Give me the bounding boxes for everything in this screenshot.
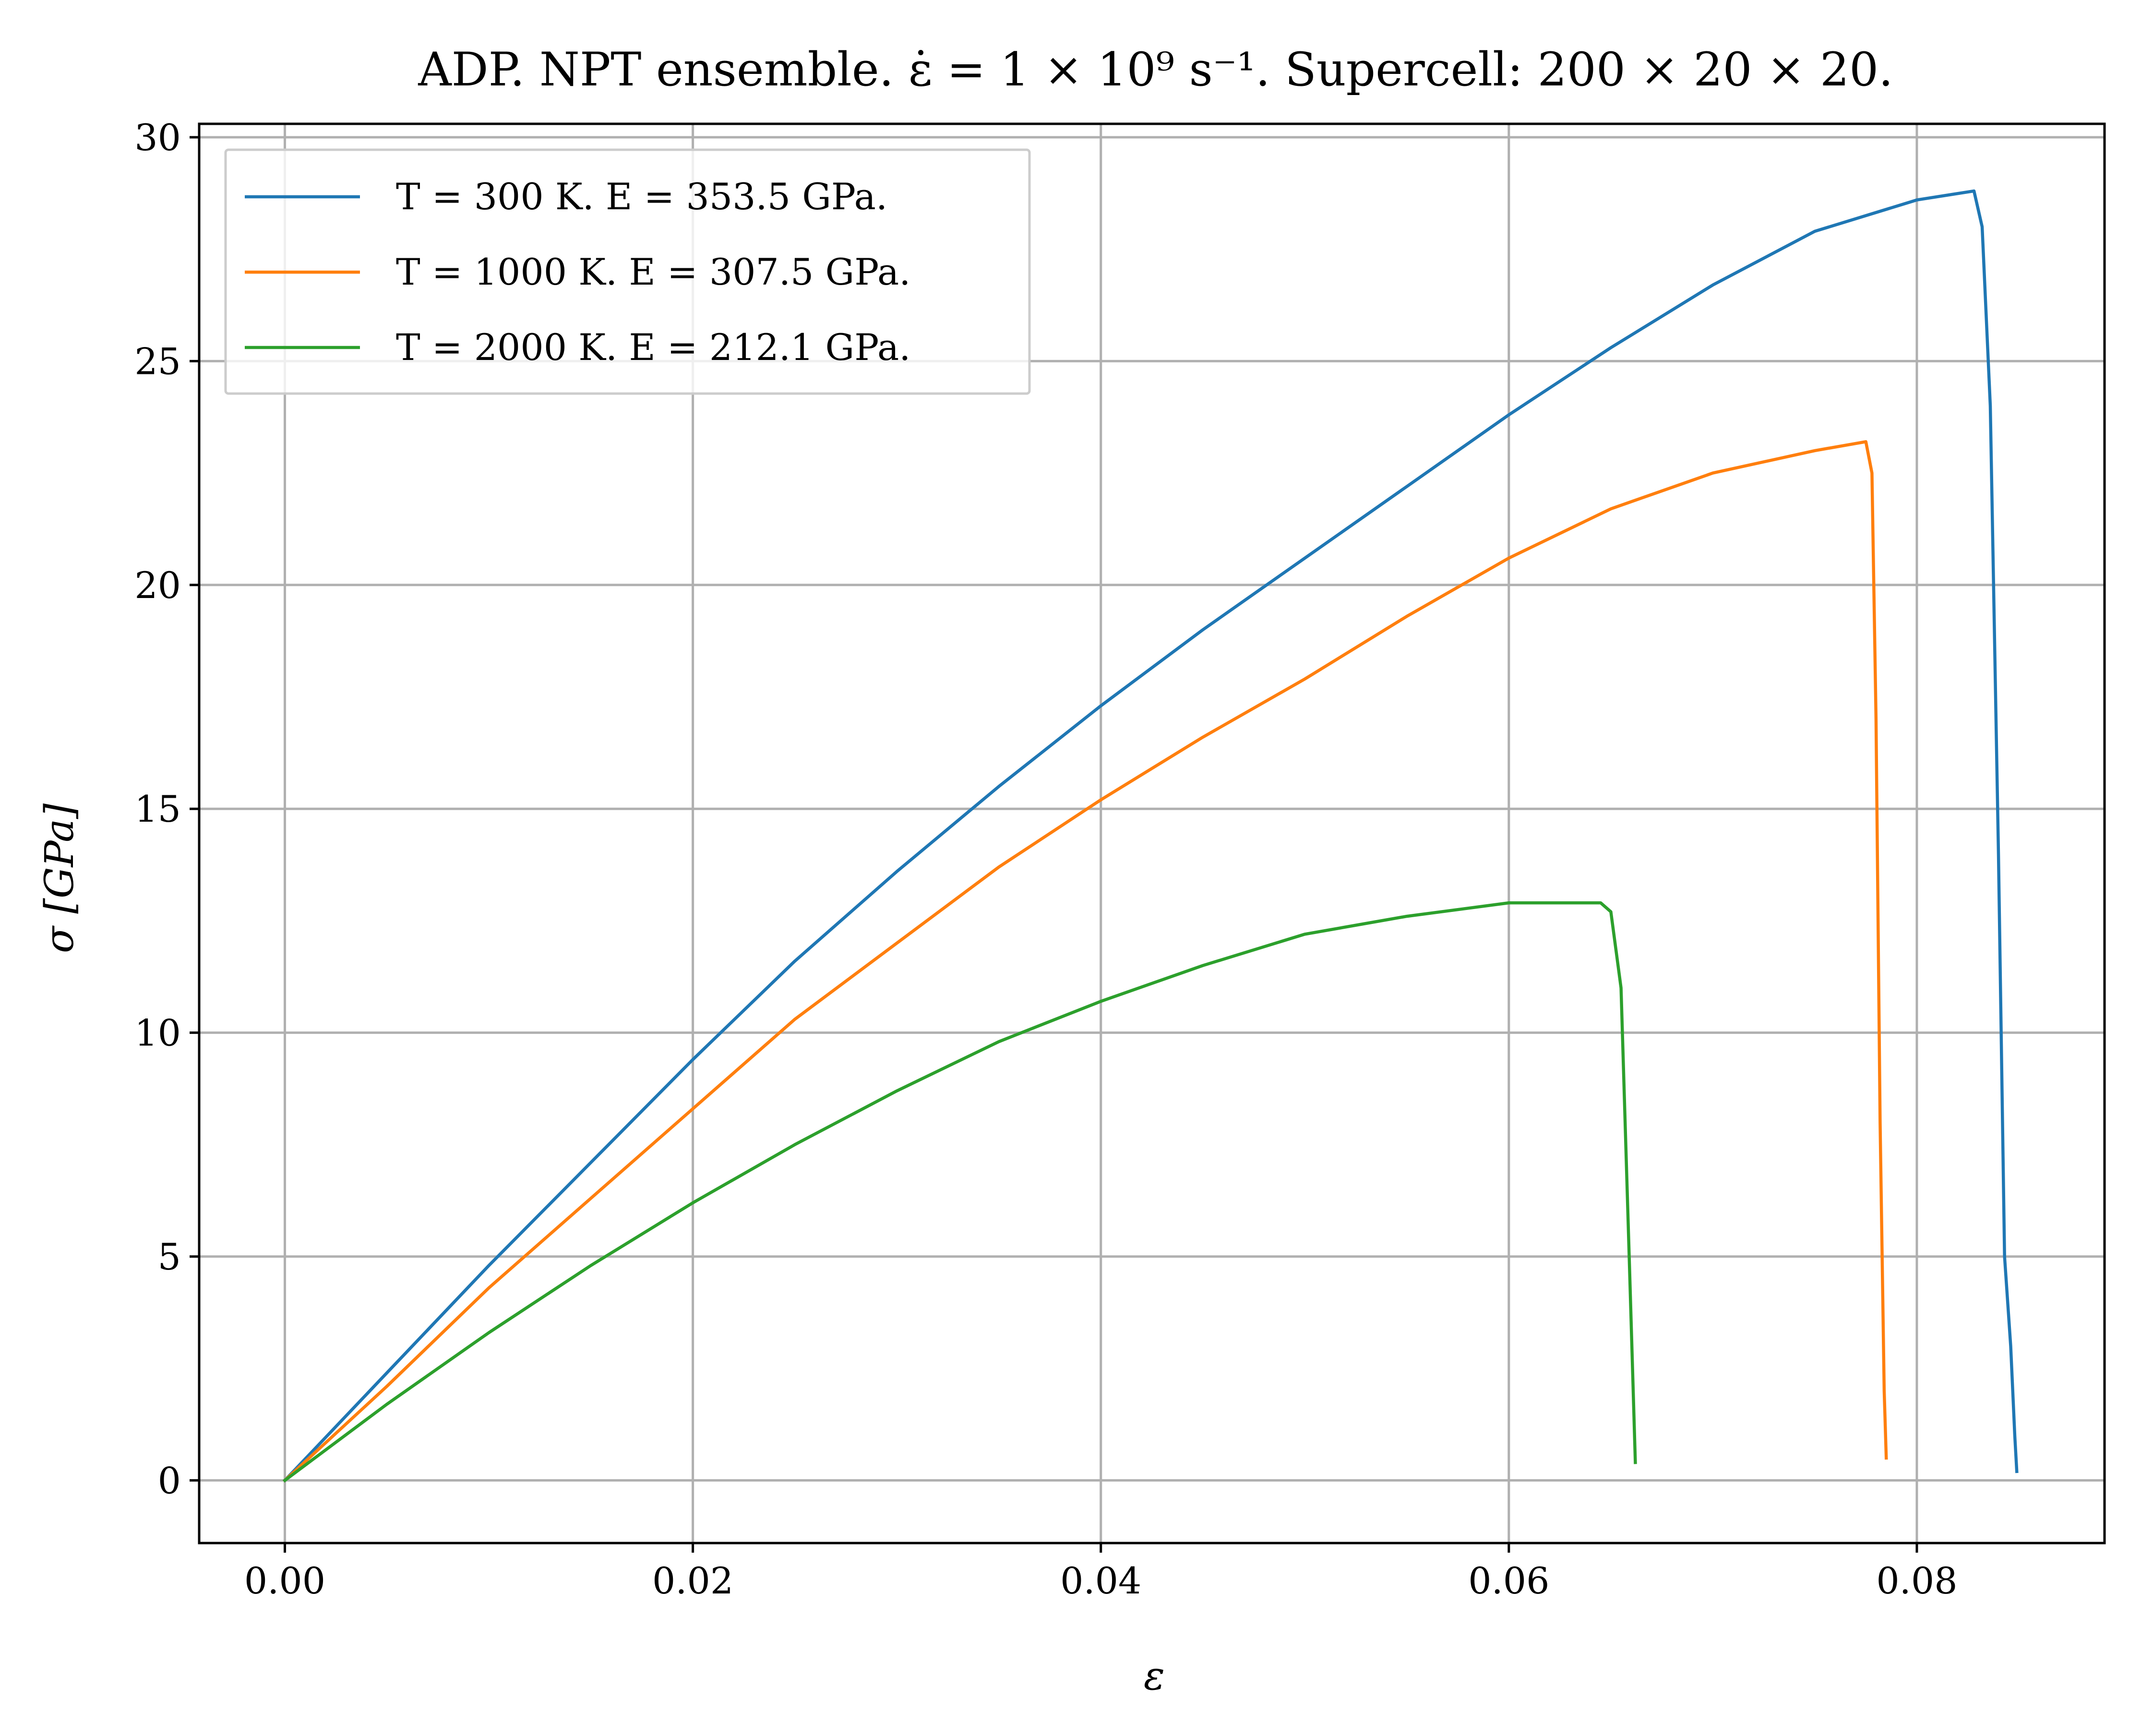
tick-labels: 0.00 0.02 0.04 0.06 0.08 0 5 10 15 20 25 30 (134, 116, 1957, 1602)
legend-items: T = 300 K. E = 353.5 GPa. T = 1000 K. E =… (245, 175, 910, 369)
y-tick-label: 0 (158, 1459, 181, 1502)
x-tick-label: 0.06 (1468, 1559, 1549, 1602)
plot-frame (198, 122, 2106, 1544)
series-layer (282, 189, 2019, 1483)
y-tick-label: 10 (134, 1012, 181, 1054)
y-tick-label: 15 (134, 788, 181, 830)
legend-label-1: T = 300 K. E = 353.5 GPa. (396, 175, 887, 218)
x-tick-label: 0.00 (244, 1559, 325, 1602)
series-line-1 (282, 189, 2019, 1483)
axis-ticks (190, 136, 1918, 1553)
x-tick-label: 0.08 (1876, 1559, 1957, 1602)
x-tick-label: 0.04 (1060, 1559, 1141, 1602)
y-axis-label: σ [GPa] (37, 803, 83, 953)
legend: T = 300 K. E = 353.5 GPa. T = 1000 K. E =… (224, 148, 1031, 395)
grid-lines (199, 124, 2105, 1543)
series-line-3 (282, 901, 1637, 1483)
chart-title: ADP. NPT ensemble. ε̇ = 1 × 10⁹ s⁻¹. Sup… (418, 43, 1893, 96)
y-tick-label: 30 (134, 116, 181, 159)
y-tick-label: 20 (134, 564, 181, 607)
legend-label-3: T = 2000 K. E = 212.1 GPa. (396, 326, 910, 369)
y-tick-label: 25 (134, 340, 181, 383)
legend-label-2: T = 1000 K. E = 307.5 GPa. (396, 251, 910, 293)
legend-box (224, 148, 1031, 395)
x-tick-label: 0.02 (652, 1559, 733, 1602)
y-tick-label: 5 (158, 1235, 181, 1278)
x-axis-label: ε (1144, 1653, 1165, 1699)
series-line-2 (282, 440, 1888, 1483)
